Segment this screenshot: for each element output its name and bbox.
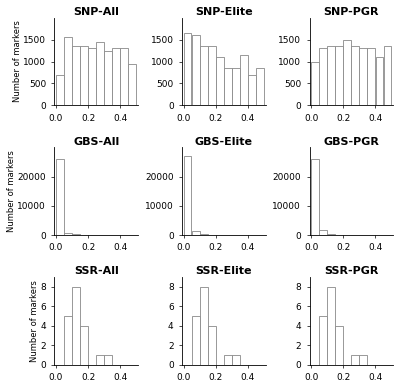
Bar: [104, 51, 112, 105]
Bar: [319, 230, 327, 235]
Bar: [104, 355, 112, 365]
Bar: [64, 233, 72, 235]
Bar: [368, 48, 375, 105]
Bar: [200, 234, 208, 235]
Bar: [120, 48, 128, 105]
Bar: [80, 46, 88, 105]
Bar: [327, 234, 335, 235]
Bar: [192, 231, 200, 235]
Bar: [184, 156, 192, 235]
Bar: [200, 287, 208, 365]
Bar: [72, 46, 80, 105]
Bar: [240, 55, 248, 105]
Title: SSR-All: SSR-All: [74, 266, 118, 276]
Bar: [360, 48, 367, 105]
Bar: [327, 287, 335, 365]
Title: GBS-Elite: GBS-Elite: [195, 137, 253, 147]
Bar: [360, 355, 367, 365]
Y-axis label: Number of markers: Number of markers: [30, 280, 39, 362]
Bar: [64, 37, 72, 105]
Bar: [112, 48, 120, 105]
Bar: [96, 42, 104, 105]
Bar: [64, 316, 72, 365]
Bar: [311, 159, 319, 235]
Bar: [184, 33, 192, 105]
Bar: [343, 40, 351, 105]
Bar: [192, 316, 200, 365]
Bar: [208, 326, 216, 365]
Y-axis label: Number of markers: Number of markers: [13, 21, 22, 102]
Bar: [192, 35, 200, 105]
Bar: [376, 57, 383, 105]
Title: SNP-Elite: SNP-Elite: [195, 7, 252, 17]
Bar: [80, 326, 88, 365]
Bar: [352, 46, 359, 105]
Bar: [319, 48, 327, 105]
Bar: [128, 64, 136, 105]
Bar: [56, 75, 64, 105]
Bar: [256, 68, 264, 105]
Bar: [335, 326, 343, 365]
Bar: [311, 61, 319, 105]
Title: SNP-All: SNP-All: [73, 7, 119, 17]
Title: SSR-Elite: SSR-Elite: [196, 266, 252, 276]
Bar: [248, 75, 256, 105]
Bar: [232, 355, 240, 365]
Title: SSR-PGR: SSR-PGR: [324, 266, 378, 276]
Bar: [232, 68, 240, 105]
Title: GBS-PGR: GBS-PGR: [323, 137, 379, 147]
Bar: [327, 46, 335, 105]
Bar: [224, 355, 232, 365]
Bar: [208, 46, 216, 105]
Bar: [56, 159, 64, 235]
Bar: [319, 316, 327, 365]
Bar: [72, 234, 80, 235]
Title: SNP-PGR: SNP-PGR: [324, 7, 379, 17]
Bar: [72, 287, 80, 365]
Bar: [352, 355, 359, 365]
Bar: [224, 68, 232, 105]
Bar: [335, 46, 343, 105]
Bar: [200, 46, 208, 105]
Bar: [216, 57, 224, 105]
Y-axis label: Number of markers: Number of markers: [7, 150, 16, 232]
Bar: [384, 46, 391, 105]
Bar: [96, 355, 104, 365]
Title: GBS-All: GBS-All: [73, 137, 119, 147]
Bar: [88, 48, 96, 105]
